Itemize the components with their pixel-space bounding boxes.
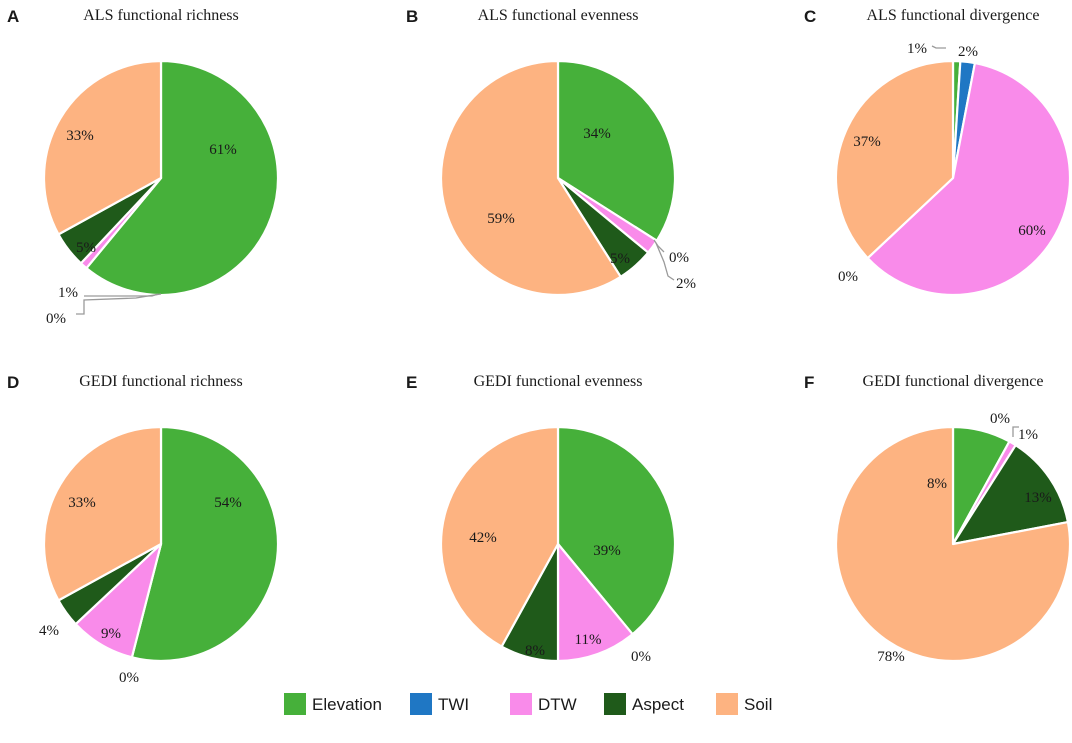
data-label-elevation: 34%: [583, 126, 611, 142]
panel-a: A ALS functional richness 61% 0% 1% 5% 33%: [7, 7, 280, 327]
data-label-aspect: 5%: [76, 240, 96, 256]
data-label-aspect: 8%: [525, 643, 545, 659]
data-label-aspect: 13%: [1024, 490, 1052, 506]
chart-title: ALS functional divergence: [867, 7, 1040, 24]
leader-line: [655, 242, 675, 281]
leader-line: [931, 45, 946, 49]
data-label-aspect: 0%: [838, 269, 858, 285]
data-label-soil: 33%: [66, 128, 94, 144]
data-label-elevation: 61%: [209, 142, 237, 158]
legend: Elevation TWI DTW Aspect Soil: [284, 693, 772, 715]
data-label-soil: 33%: [68, 495, 96, 511]
data-label-twi: 0%: [119, 670, 139, 686]
legend-swatch: [410, 693, 432, 715]
chart-title: GEDI functional evenness: [474, 373, 643, 390]
leader-line: [84, 293, 159, 297]
panel-c: C ALS functional divergence 1% 2% 60% 0% 37%: [804, 7, 1072, 297]
legend-item-twi: TWI: [410, 693, 469, 715]
panel-letter: B: [406, 7, 418, 26]
data-label-dtw: 2%: [676, 276, 696, 292]
data-label-twi: 0%: [990, 411, 1010, 427]
panel-letter: E: [406, 373, 417, 392]
data-label-soil: 37%: [853, 134, 881, 150]
panel-e: E GEDI functional evenness 39% 0% 11% 8% 42%: [406, 373, 677, 665]
data-label-dtw: 1%: [1018, 427, 1038, 443]
data-label-twi: 2%: [958, 44, 978, 60]
panel-b: B ALS functional evenness 34% 0% 2% 5% 59%: [406, 7, 696, 297]
legend-swatch: [510, 693, 532, 715]
data-label-twi: 0%: [631, 649, 651, 665]
panel-letter: F: [804, 373, 814, 392]
panel-f: F GEDI functional divergence 8% 0% 1% 13% 78%: [804, 373, 1072, 665]
data-label-soil: 42%: [469, 530, 497, 546]
legend-label: Aspect: [632, 695, 684, 714]
data-label-twi: 0%: [46, 311, 66, 327]
chart-title: ALS functional richness: [83, 7, 239, 24]
data-label-dtw: 1%: [58, 285, 78, 301]
panel-letter: C: [804, 7, 816, 26]
data-label-aspect: 4%: [39, 623, 59, 639]
data-label-elevation: 39%: [593, 543, 621, 559]
chart-title: GEDI functional divergence: [863, 373, 1044, 390]
pie-slice-soil: [42, 59, 163, 236]
legend-item-soil: Soil: [716, 693, 772, 715]
data-label-elevation: 8%: [927, 476, 947, 492]
legend-label: TWI: [438, 695, 469, 714]
data-label-aspect: 5%: [610, 251, 630, 267]
leader-line: [76, 293, 162, 315]
data-label-dtw: 9%: [101, 626, 121, 642]
legend-item-dtw: DTW: [510, 693, 577, 715]
data-label-elevation: 1%: [907, 41, 927, 57]
leader-line: [1012, 426, 1019, 437]
legend-label: DTW: [538, 695, 577, 714]
pie-slice-soil: [439, 425, 560, 648]
pie-slice-soil: [834, 59, 955, 260]
data-label-soil: 59%: [487, 211, 515, 227]
panel-letter: A: [7, 7, 19, 26]
pie-slice-soil: [439, 59, 622, 297]
chart-title: GEDI functional richness: [79, 373, 243, 390]
legend-item-elevation: Elevation: [284, 693, 382, 715]
legend-label: Soil: [744, 695, 772, 714]
pie-slice-aspect: [951, 444, 1070, 546]
data-label-soil: 78%: [877, 649, 905, 665]
pie-slice-soil: [834, 425, 1072, 663]
pie-slice-elevation: [130, 425, 280, 663]
legend-swatch: [716, 693, 738, 715]
pie-slice-soil: [42, 425, 163, 602]
data-label-dtw: 60%: [1018, 223, 1046, 239]
legend-swatch: [604, 693, 626, 715]
legend-label: Elevation: [312, 695, 382, 714]
pie-slice-dtw: [556, 542, 634, 663]
pie-slice-elevation: [85, 59, 280, 297]
legend-swatch: [284, 693, 306, 715]
data-label-twi: 0%: [669, 250, 689, 266]
leader-line: [653, 239, 665, 253]
chart-title: ALS functional evenness: [478, 7, 639, 24]
pie-slice-dtw: [866, 61, 1072, 297]
legend-item-aspect: Aspect: [604, 693, 684, 715]
pie-slice-elevation: [556, 425, 677, 636]
panel-d: D GEDI functional richness 54% 0% 9% 4% 33%: [7, 373, 280, 686]
data-label-elevation: 54%: [214, 495, 242, 511]
data-label-dtw: 11%: [575, 632, 602, 648]
panel-letter: D: [7, 373, 19, 392]
